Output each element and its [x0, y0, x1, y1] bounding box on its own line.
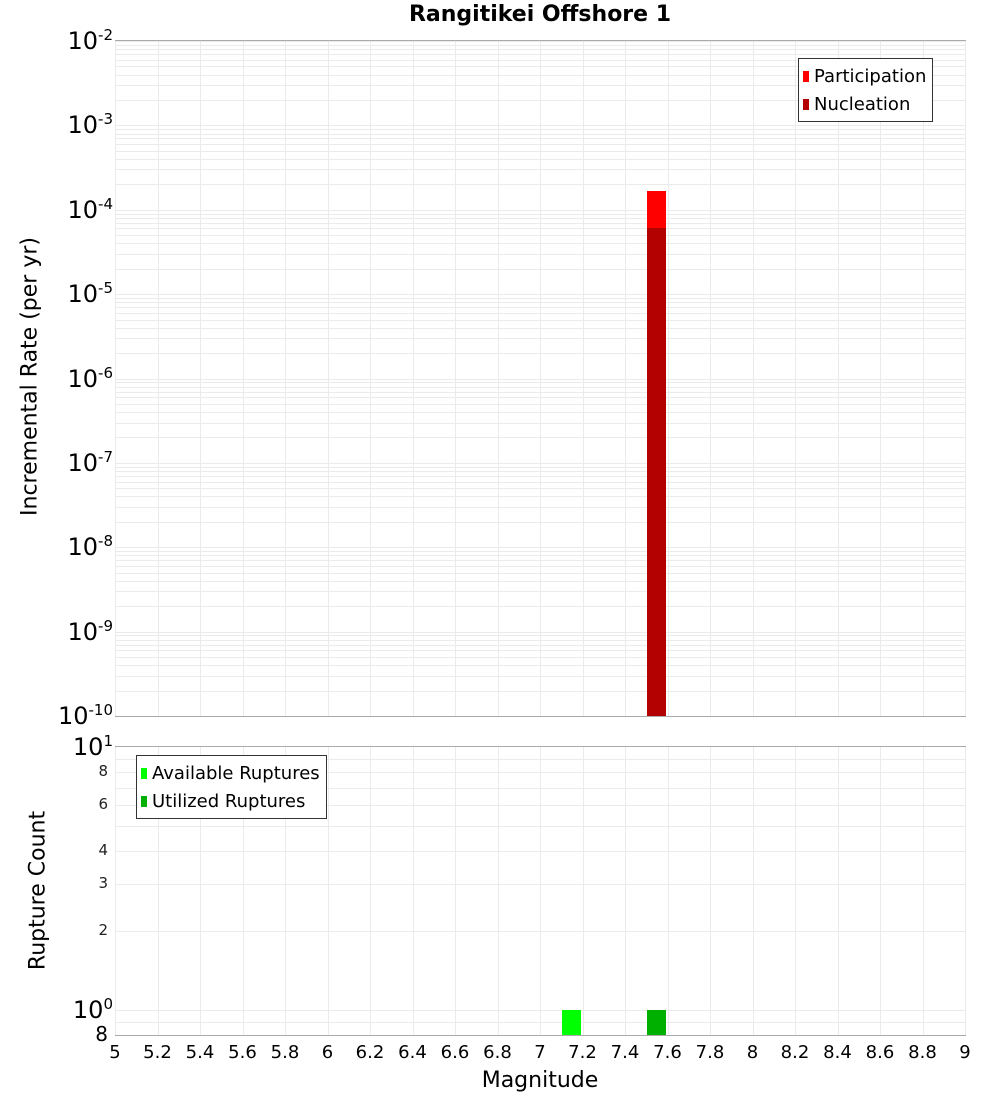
grid-line	[498, 747, 499, 1035]
x-tick-label: 7.4	[611, 1042, 640, 1063]
chart-title: Rangitikei Offshore 1	[0, 2, 1000, 27]
grid-line	[753, 747, 754, 1035]
x-tick-label: 7	[534, 1042, 545, 1063]
rate-y-axis-label: Incremental Rate (per yr)	[18, 217, 43, 537]
grid-line	[285, 41, 286, 716]
x-tick-label: 6.2	[356, 1042, 385, 1063]
grid-line	[668, 747, 669, 1035]
x-tick-label: 6.4	[398, 1042, 427, 1063]
y-tick-label: 8	[95, 1022, 108, 1046]
grid-line	[540, 41, 541, 716]
y-tick-label: 10-4	[67, 198, 113, 222]
grid-line	[710, 747, 711, 1035]
grid-line	[455, 747, 456, 1035]
rupture-legend: Available Ruptures Utilized Ruptures	[136, 755, 327, 819]
grid-line	[200, 41, 201, 716]
nucleation-bar[interactable]	[647, 228, 666, 716]
grid-line	[795, 747, 796, 1035]
grid-line	[583, 747, 584, 1035]
grid-line	[370, 41, 371, 716]
legend-label: Participation	[814, 66, 926, 87]
rate-plot-area	[115, 40, 966, 717]
grid-line	[753, 41, 754, 716]
x-tick-label: 6.8	[483, 1042, 512, 1063]
rate-legend: Participation Nucleation	[798, 58, 933, 122]
x-tick-label: 8.8	[908, 1042, 937, 1063]
y-tick-label: 10-6	[67, 367, 113, 391]
grid-line	[158, 41, 159, 716]
count-y-axis-label: Rupture Count	[26, 801, 51, 981]
participation-swatch-icon	[803, 71, 809, 82]
legend-label: Available Ruptures	[152, 763, 320, 784]
grid-line	[328, 41, 329, 716]
x-tick-label: 6.6	[441, 1042, 470, 1063]
x-tick-label: 8.4	[823, 1042, 852, 1063]
grid-line	[625, 747, 626, 1035]
legend-item-utilized: Utilized Ruptures	[141, 787, 320, 815]
grid-line	[710, 41, 711, 716]
x-tick-label: 8.6	[866, 1042, 895, 1063]
x-tick-label: 5	[109, 1042, 120, 1063]
legend-item-available: Available Ruptures	[141, 759, 320, 787]
grid-line	[115, 41, 116, 716]
grid-line	[540, 747, 541, 1035]
grid-line	[455, 41, 456, 716]
grid-line	[498, 41, 499, 716]
grid-line	[965, 747, 966, 1035]
grid-line	[965, 41, 966, 716]
grid-line	[413, 41, 414, 716]
grid-line	[923, 41, 924, 716]
grid-line	[413, 747, 414, 1035]
grid-line	[115, 747, 116, 1035]
y-tick-label: 10-7	[67, 451, 113, 475]
grid-line	[838, 747, 839, 1035]
y-tick-label: 2	[78, 921, 108, 939]
y-tick-label: 10-10	[58, 704, 113, 728]
legend-item-nucleation: Nucleation	[803, 90, 926, 118]
x-tick-label: 5.2	[143, 1042, 172, 1063]
y-tick-label: 10-8	[67, 535, 113, 559]
y-tick-label: 8	[78, 762, 108, 780]
grid-line	[838, 41, 839, 716]
x-tick-label: 8	[747, 1042, 758, 1063]
utilized-ruptures-bar[interactable]	[647, 1010, 666, 1035]
grid-line	[668, 41, 669, 716]
y-tick-label: 10-5	[67, 282, 113, 306]
utilized-swatch-icon	[141, 796, 147, 807]
y-tick-label: 4	[78, 841, 108, 859]
grid-line	[880, 747, 881, 1035]
grid-line	[923, 747, 924, 1035]
legend-item-participation: Participation	[803, 62, 926, 90]
y-tick-label: 100	[73, 998, 113, 1022]
grid-line	[370, 747, 371, 1035]
x-axis-label: Magnitude	[440, 1068, 640, 1093]
y-tick-label: 10-2	[67, 29, 113, 53]
x-tick-label: 7.8	[696, 1042, 725, 1063]
grid-line	[880, 41, 881, 716]
x-tick-label: 5.6	[228, 1042, 257, 1063]
available-swatch-icon	[141, 768, 147, 779]
grid-line	[583, 41, 584, 716]
y-tick-label: 101	[73, 735, 113, 759]
nucleation-swatch-icon	[803, 99, 809, 110]
x-tick-label: 9	[959, 1042, 970, 1063]
y-tick-label: 10-3	[67, 113, 113, 137]
y-tick-label: 3	[78, 874, 108, 892]
legend-label: Utilized Ruptures	[152, 791, 305, 812]
y-tick-label: 10-9	[67, 620, 113, 644]
legend-label: Nucleation	[814, 94, 910, 115]
grid-line	[328, 747, 329, 1035]
grid-line	[625, 41, 626, 716]
grid-line	[243, 41, 244, 716]
x-tick-label: 6	[322, 1042, 333, 1063]
x-tick-label: 7.6	[653, 1042, 682, 1063]
y-tick-label: 6	[78, 795, 108, 813]
available-ruptures-bar[interactable]	[562, 1010, 581, 1035]
x-tick-label: 5.4	[186, 1042, 215, 1063]
grid-line	[795, 41, 796, 716]
x-tick-label: 8.2	[781, 1042, 810, 1063]
x-tick-label: 7.2	[568, 1042, 597, 1063]
x-tick-label: 5.8	[271, 1042, 300, 1063]
